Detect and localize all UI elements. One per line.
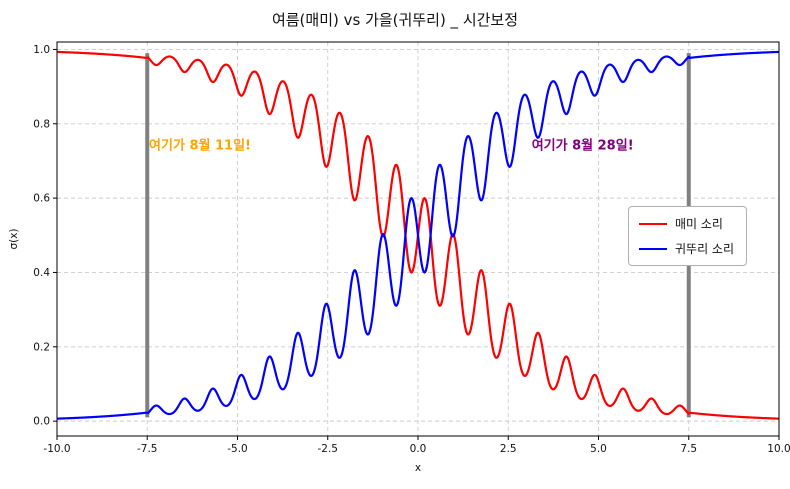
y-tick-label: 0.8 bbox=[33, 118, 50, 130]
red-line-swatch bbox=[639, 222, 667, 225]
legend-label-cricket: 귀뚜리 소리 bbox=[675, 242, 735, 256]
x-tick-label: -5.0 bbox=[227, 443, 248, 455]
chart-title: 여름(매미) vs 가을(귀뚜리) _ 시간보정 bbox=[271, 11, 519, 29]
x-tick-label: 2.5 bbox=[500, 443, 517, 455]
y-tick-label: 0.2 bbox=[33, 341, 50, 353]
x-tick-label: 7.5 bbox=[680, 443, 697, 455]
x-tick-label: 0.0 bbox=[410, 443, 427, 455]
x-tick-label: -7.5 bbox=[137, 443, 158, 455]
legend-entry-cicada: 매미 소리 bbox=[639, 215, 734, 232]
y-tick-label: 1.0 bbox=[33, 44, 50, 56]
x-tick-label: 10.0 bbox=[767, 443, 790, 455]
y-tick-label: 0.0 bbox=[33, 416, 50, 428]
legend: 매미 소리 귀뚜리 소리 bbox=[628, 206, 748, 266]
annotation-aug-28: 여기가 8월 28일! bbox=[531, 138, 634, 154]
legend-label-cicada: 매미 소리 bbox=[675, 217, 723, 231]
x-tick-label: 5.0 bbox=[590, 443, 607, 455]
legend-entry-cricket: 귀뚜리 소리 bbox=[639, 240, 734, 257]
x-tick-label: -10.0 bbox=[43, 443, 70, 455]
y-tick-label: 0.4 bbox=[33, 267, 50, 279]
x-tick-label: -2.5 bbox=[318, 443, 339, 455]
cricket-curve bbox=[57, 50, 779, 420]
y-tick-label: 0.6 bbox=[33, 193, 50, 205]
y-axis-label: σ(x) bbox=[8, 228, 20, 250]
x-axis-label: x bbox=[414, 462, 422, 474]
blue-line-swatch bbox=[639, 247, 667, 250]
annotation-aug-11: 여기가 8월 11일! bbox=[149, 138, 251, 154]
